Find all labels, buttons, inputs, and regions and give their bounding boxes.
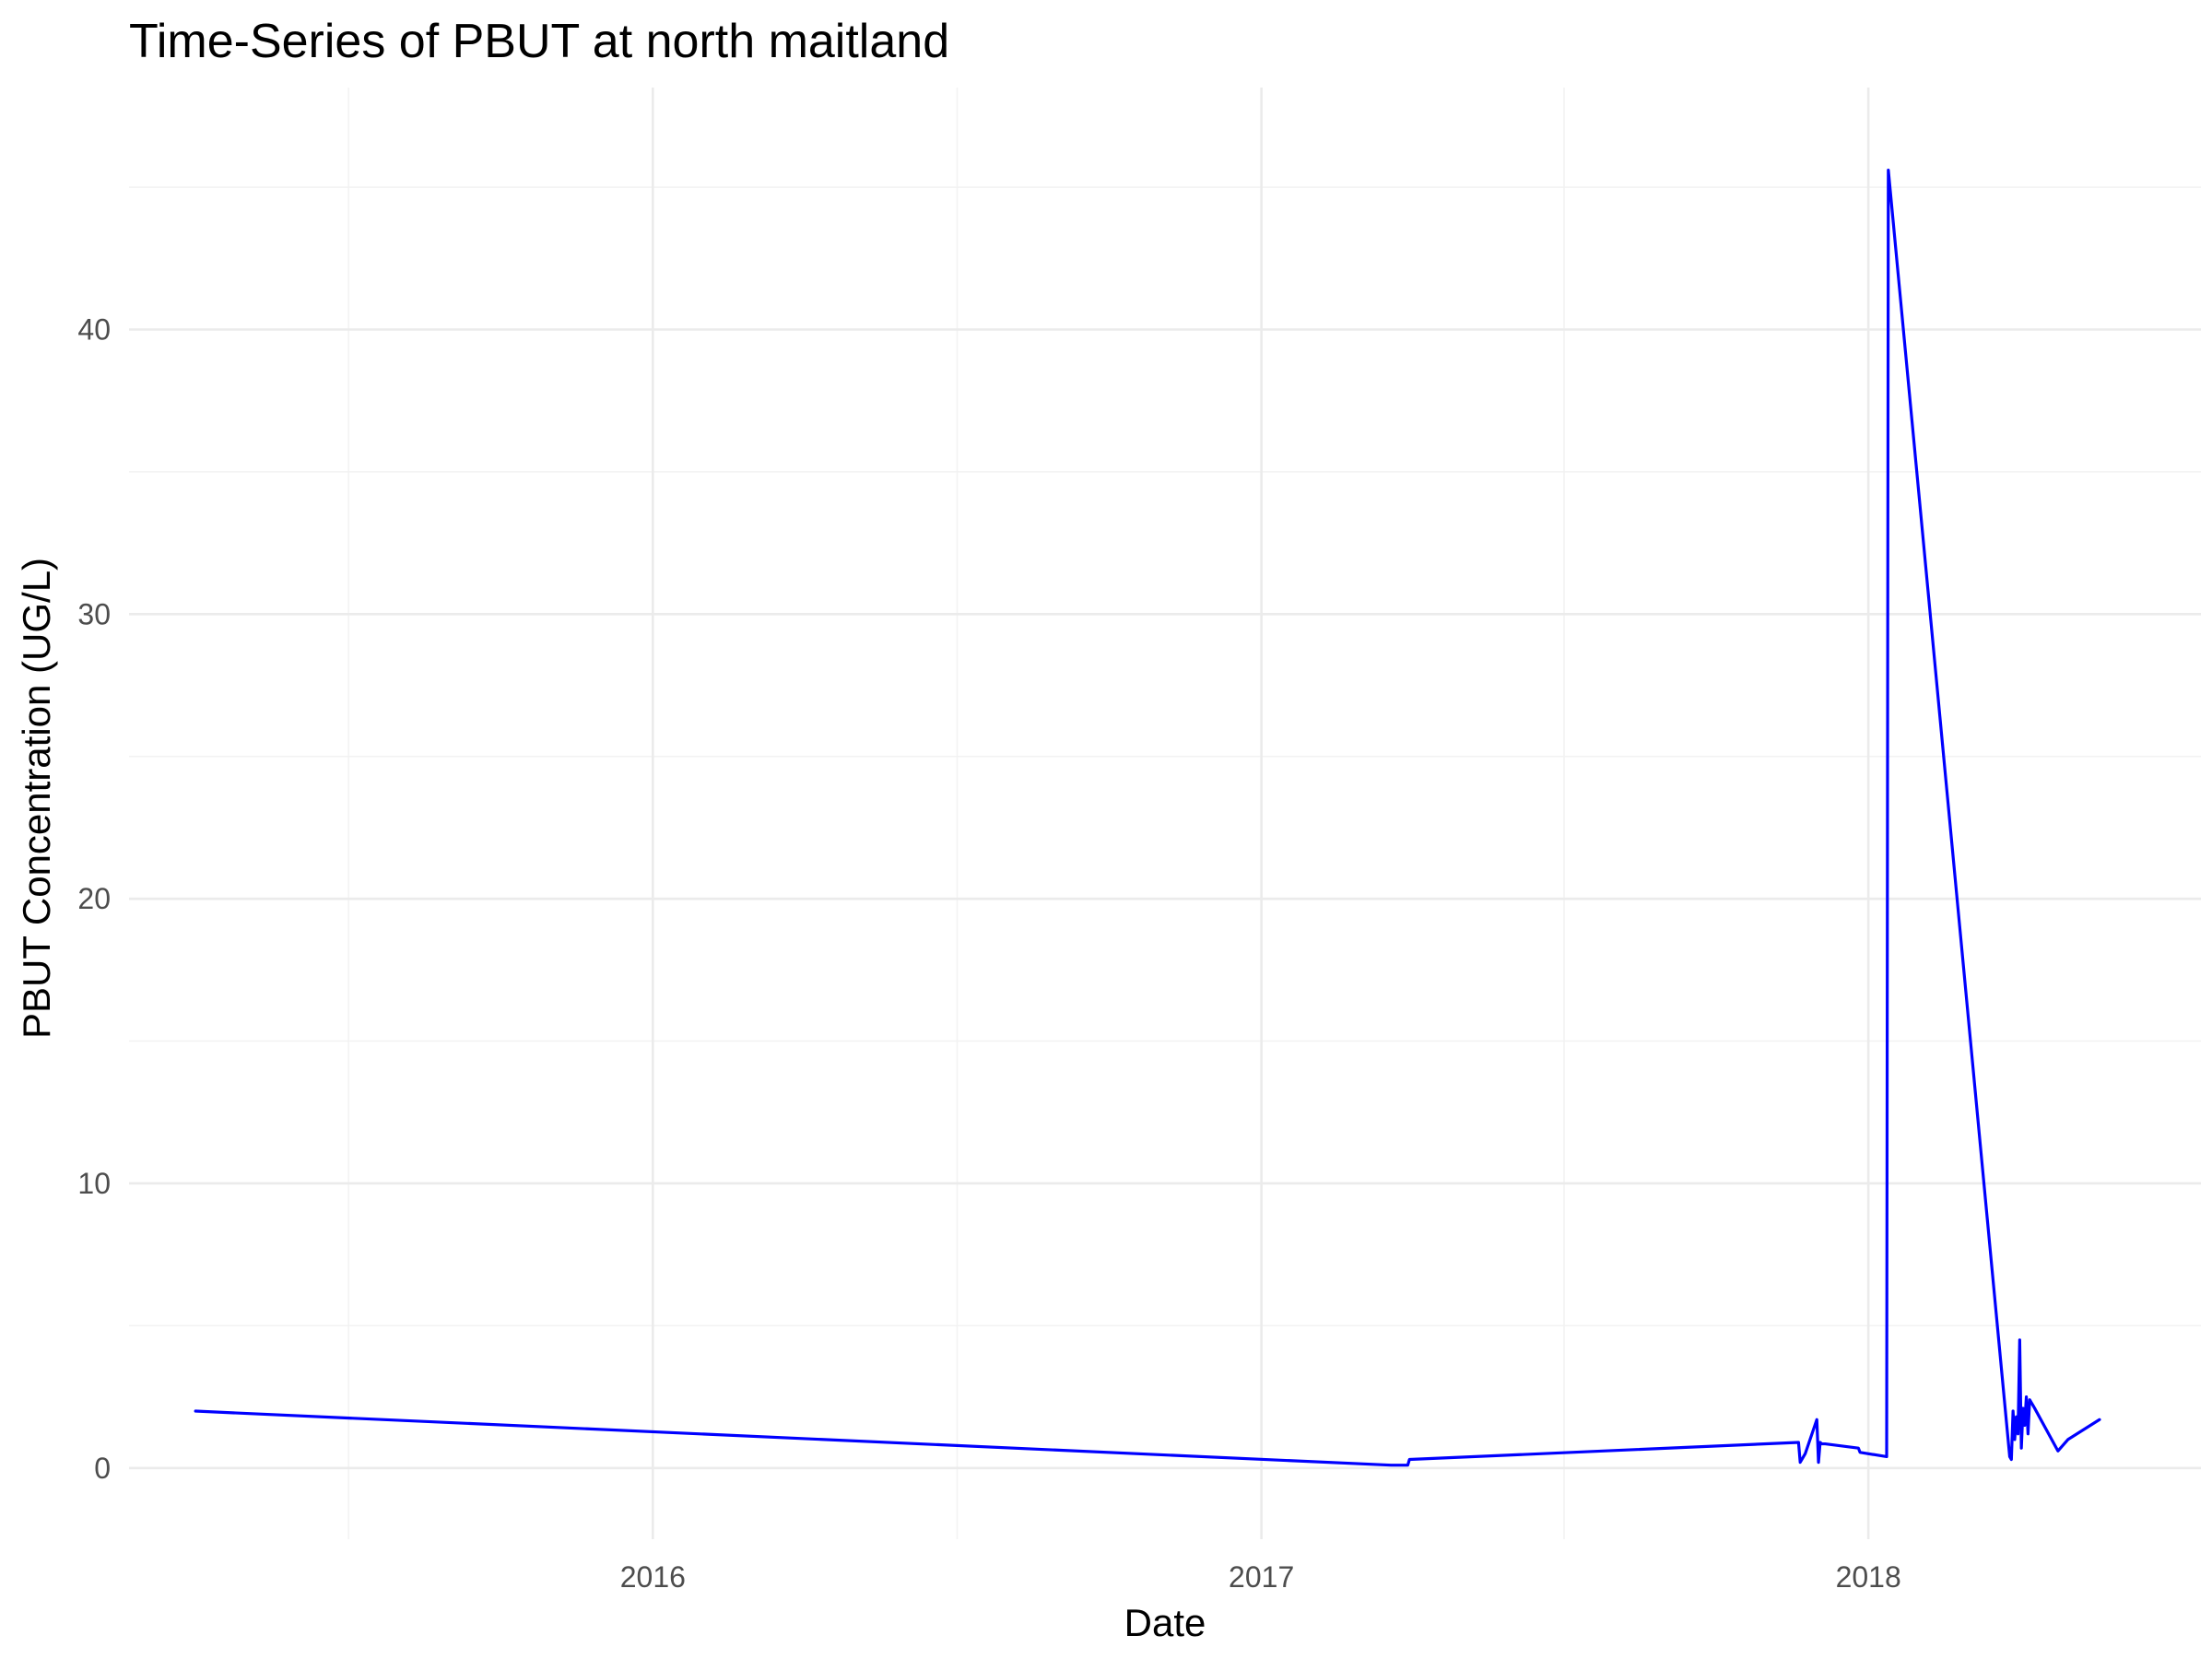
y-tick-label-3: 30 <box>77 597 111 630</box>
chart-title: Time-Series of PBUT at north maitland <box>129 15 949 68</box>
y-tick-label-2: 20 <box>77 882 111 915</box>
x-axis-title: Date <box>1124 1601 1206 1644</box>
y-tick-label-0: 0 <box>94 1452 111 1485</box>
series-line-0 <box>194 168 2101 1467</box>
x-tick-label-2: 2018 <box>1836 1560 1901 1594</box>
x-axis-tick-labels: 2016 2017 2018 <box>620 1560 1901 1594</box>
y-tick-label-4: 40 <box>77 313 111 347</box>
minor-grid <box>129 88 2201 1539</box>
plot-panel <box>129 88 2201 1539</box>
x-tick-label-1: 2017 <box>1229 1560 1294 1594</box>
series-layer <box>194 168 2101 1467</box>
y-tick-label-1: 10 <box>77 1167 111 1200</box>
x-tick-label-0: 2016 <box>620 1560 686 1594</box>
y-axis-title: PBUT Concentration (UG/L) <box>15 558 58 1039</box>
major-grid <box>129 88 2201 1539</box>
y-axis-tick-labels: 0 10 20 30 40 <box>77 313 111 1485</box>
